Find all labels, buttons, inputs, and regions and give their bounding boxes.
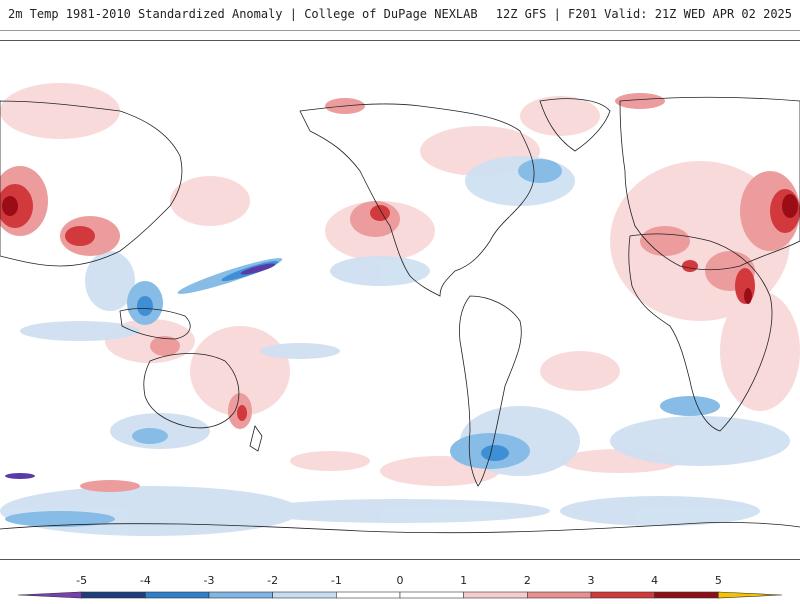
colorbar-legend: -5 -4 -3 -2 -1 0 1 2 3 4 5 [10,570,790,600]
colorbar-tick-label: 5 [715,574,722,587]
colorbar-segment [463,591,528,599]
colorbar-tick-label: 0 [397,574,404,587]
colorbar-segment [527,591,592,599]
colorbar-tick-label: -4 [140,574,151,587]
colorbar-segment [336,591,401,599]
colorbar-tick-label: 1 [460,574,467,587]
anomaly-map [0,40,800,560]
map-title: 2m Temp 1981-2010 Standardized Anomaly |… [8,7,478,21]
colorbar-svg: -5 -4 -3 -2 -1 0 1 2 3 4 5 [17,574,783,599]
model-run-info: 12Z GFS | F201 Valid: 21Z WED APR 02 202… [495,7,792,21]
colorbar-segment [654,591,719,599]
colorbar-tick-label: -3 [204,574,215,587]
colorbar-segment [718,591,783,599]
colorbar-tick-label: -1 [331,574,342,587]
colorbar-segment [272,591,337,599]
anomaly-map-svg [0,83,800,536]
coastlines [0,96,800,534]
colorbar-tick-label: 4 [651,574,658,587]
colorbar-segment [208,591,273,599]
colorbar-tick-label: 2 [524,574,531,587]
colorbar-tick-label: 3 [588,574,595,587]
header-bar: 2m Temp 1981-2010 Standardized Anomaly |… [0,0,800,31]
colorbar-segment [145,591,210,599]
colorbar-segment [81,591,146,599]
colorbar-segment [590,591,655,599]
warm-extreme-field [2,194,798,304]
colorbar-tick-label: -2 [267,574,278,587]
colorbar-segment [17,591,82,599]
colorbar-segment [399,591,464,599]
warm-strong-field [0,184,800,421]
colorbar-tick-label: -5 [76,574,87,587]
cold-extreme-field [5,263,276,479]
